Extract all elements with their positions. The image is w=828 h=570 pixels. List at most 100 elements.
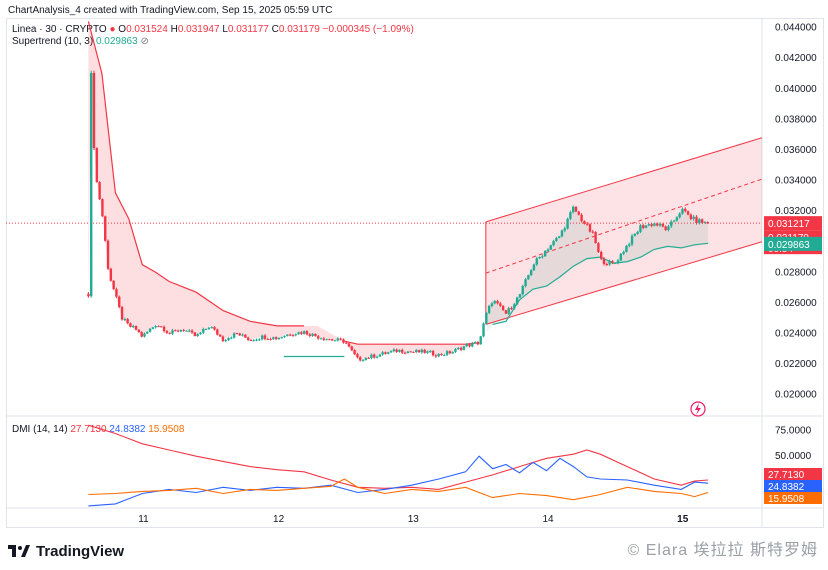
candle-body[interactable] (499, 303, 502, 306)
candle-body[interactable] (692, 216, 695, 219)
candle-body[interactable] (123, 319, 127, 321)
candle-body[interactable] (625, 245, 628, 252)
candle-body[interactable] (367, 357, 370, 359)
candle-body[interactable] (316, 336, 320, 339)
candle-body[interactable] (454, 349, 457, 352)
candle-body[interactable] (614, 262, 617, 264)
candle-body[interactable] (473, 342, 477, 344)
candle-body[interactable] (686, 211, 690, 215)
candle-body[interactable] (622, 251, 625, 254)
candle-body[interactable] (543, 250, 547, 257)
candle-body[interactable] (216, 329, 219, 335)
candle-body[interactable] (238, 333, 241, 336)
candle-body[interactable] (417, 350, 421, 353)
candle-body[interactable] (109, 268, 113, 281)
candle-body[interactable] (639, 225, 642, 232)
candle-body[interactable] (476, 342, 480, 345)
candle-body[interactable] (443, 354, 446, 356)
candle-body[interactable] (333, 340, 337, 342)
candle-body[interactable] (280, 337, 283, 339)
candle-body[interactable] (490, 303, 494, 306)
candle-body[interactable] (210, 327, 213, 329)
candle-body[interactable] (204, 328, 208, 330)
candle-body[interactable] (339, 338, 342, 340)
candle-body[interactable] (350, 346, 354, 351)
candle-body[interactable] (563, 228, 566, 231)
supertrend-bear-line[interactable] (87, 21, 304, 327)
candle-body[interactable] (535, 258, 538, 265)
candle-body[interactable] (174, 330, 177, 332)
candle-body[interactable] (580, 214, 583, 222)
candle-body[interactable] (445, 351, 449, 355)
candle-body[interactable] (485, 312, 488, 324)
candle-body[interactable] (459, 347, 463, 350)
candle-body[interactable] (630, 235, 634, 245)
candle-body[interactable] (462, 346, 466, 350)
candle-body[interactable] (510, 308, 513, 310)
candle-body[interactable] (395, 349, 398, 352)
candle-body[interactable] (602, 258, 606, 264)
candle-body[interactable] (188, 330, 191, 332)
candle-body[interactable] (585, 223, 589, 225)
candle-body[interactable] (375, 356, 379, 358)
candle-body[interactable] (274, 337, 278, 340)
candle-body[interactable] (356, 354, 359, 358)
candle-body[interactable] (330, 339, 334, 341)
candle-body[interactable] (552, 240, 555, 246)
candle-body[interactable] (384, 352, 387, 354)
candle-body[interactable] (681, 208, 684, 214)
candle-body[interactable] (328, 339, 331, 341)
candle-body[interactable] (577, 211, 580, 215)
candle-body[interactable] (633, 233, 637, 236)
candle-body[interactable] (294, 334, 297, 336)
candle-body[interactable] (611, 261, 614, 264)
candle-body[interactable] (636, 231, 639, 234)
candle-body[interactable] (300, 332, 303, 334)
candle-body[interactable] (426, 351, 429, 353)
candle-body[interactable] (90, 73, 93, 297)
channel-lower-line[interactable] (485, 241, 763, 325)
candle-body[interactable] (286, 334, 289, 337)
candle-body[interactable] (151, 327, 155, 329)
candle-body[interactable] (272, 337, 275, 340)
candle-body[interactable] (336, 338, 340, 341)
candle-body[interactable] (146, 331, 149, 334)
candle-body[interactable] (325, 339, 328, 341)
candle-body[interactable] (196, 334, 199, 336)
candle-body[interactable] (670, 221, 673, 227)
candle-body[interactable] (199, 332, 202, 335)
candle-body[interactable] (137, 329, 141, 333)
dmi-minus-line[interactable] (88, 478, 709, 501)
candle-body[interactable] (487, 305, 491, 313)
candle-body[interactable] (92, 73, 96, 149)
candle-body[interactable] (409, 351, 412, 353)
candle-body[interactable] (398, 349, 401, 352)
candle-body[interactable] (140, 332, 143, 337)
candle-body[interactable] (263, 335, 267, 339)
candle-body[interactable] (401, 349, 404, 353)
candle-body[interactable] (706, 221, 709, 224)
candle-body[interactable] (440, 353, 443, 356)
candle-body[interactable] (703, 221, 707, 223)
candle-body[interactable] (532, 264, 536, 271)
candle-body[interactable] (678, 213, 681, 218)
candle-body[interactable] (345, 342, 348, 344)
candle-body[interactable] (496, 301, 499, 304)
candle-body[interactable] (591, 231, 594, 233)
candle-body[interactable] (98, 182, 101, 200)
candle-body[interactable] (322, 338, 325, 340)
candle-body[interactable] (252, 340, 255, 342)
candle-body[interactable] (653, 223, 656, 226)
candle-body[interactable] (353, 350, 356, 355)
candle-body[interactable] (182, 329, 185, 331)
candle-body[interactable] (302, 331, 306, 334)
candle-body[interactable] (501, 305, 505, 311)
candle-body[interactable] (288, 334, 292, 336)
candle-body[interactable] (258, 339, 261, 341)
candle-body[interactable] (608, 261, 611, 265)
candle-body[interactable] (597, 243, 600, 252)
candle-body[interactable] (112, 280, 115, 290)
candle-body[interactable] (160, 326, 163, 328)
candle-body[interactable] (429, 351, 432, 353)
